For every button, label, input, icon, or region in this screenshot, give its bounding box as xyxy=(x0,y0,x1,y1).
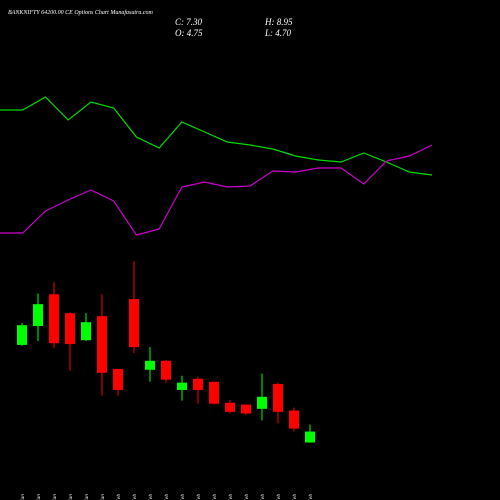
x-tick-label: 07 Feb xyxy=(196,494,202,500)
candle-body xyxy=(177,382,187,390)
ohlc-label: L: 4.70 xyxy=(264,28,292,38)
x-tick-label: 27 Jan xyxy=(36,494,42,500)
candle-body xyxy=(289,410,299,429)
x-tick-label: 12 Feb xyxy=(244,494,250,500)
candle-body xyxy=(17,325,27,345)
candle-body xyxy=(65,313,75,345)
candle-body xyxy=(257,396,267,409)
x-tick-label: 01 Feb xyxy=(116,494,122,500)
candle-body xyxy=(273,383,283,412)
candle-body xyxy=(305,431,315,443)
x-tick-label: 31 Jan xyxy=(100,494,106,500)
x-tick-label: 14 Feb xyxy=(275,494,282,500)
candle-body xyxy=(49,294,59,344)
candle-body xyxy=(225,402,235,412)
x-tick-label: 30 Jan xyxy=(84,494,90,500)
candle-body xyxy=(241,404,251,414)
x-tick-label: 18 Feb xyxy=(308,494,314,500)
x-tick-label: 06 Feb xyxy=(180,494,186,500)
ohlc-label: C: 7.30 xyxy=(175,17,203,27)
x-tick-label: 29 Jan xyxy=(68,494,74,500)
ohlc-label: H: 8.95 xyxy=(264,17,293,27)
x-tick-label: 05 Feb xyxy=(164,494,170,500)
line-series xyxy=(0,144,433,236)
x-tick-label: 11 Feb xyxy=(228,494,234,500)
x-tick-label: 21 Jan xyxy=(20,494,26,500)
x-tick-label: 10 Feb xyxy=(212,494,218,500)
candle-body xyxy=(161,360,171,380)
ohlc-label: O: 4.75 xyxy=(175,28,203,38)
x-tick-label: 03 Feb xyxy=(132,494,138,500)
chart-title: BANKNIFTY 64200.00 CE Options Chart Muna… xyxy=(8,9,154,16)
candle-body xyxy=(33,304,43,327)
candle-body xyxy=(113,368,123,390)
x-tick-label: 04 Feb xyxy=(147,494,154,500)
x-tick-label: 17 Feb xyxy=(292,494,298,500)
candle-body xyxy=(145,360,155,370)
candle-body xyxy=(129,299,139,348)
candle-body xyxy=(81,322,91,341)
candle-body xyxy=(193,378,203,390)
x-tick-label: 13 Feb xyxy=(260,494,266,500)
candle-body xyxy=(209,381,219,404)
line-series xyxy=(0,96,433,176)
x-tick-label: 28 Jan xyxy=(52,494,58,500)
candle-body xyxy=(97,316,107,373)
